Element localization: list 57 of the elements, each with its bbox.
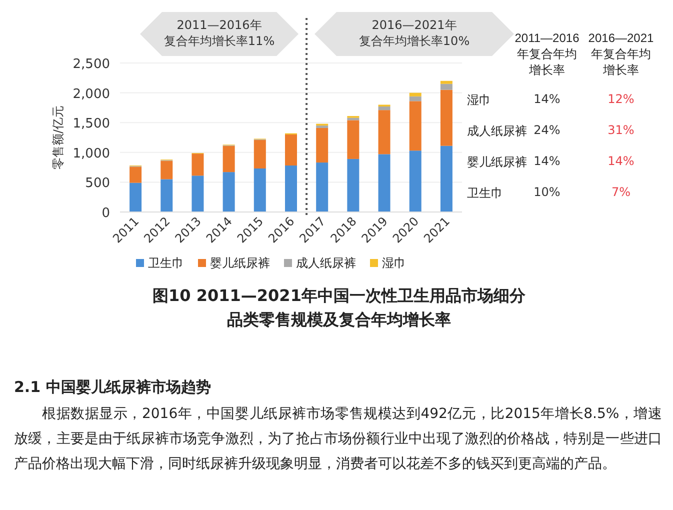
bar — [254, 140, 266, 168]
text: 湿巾 — [467, 92, 491, 109]
text: 14% — [606, 154, 636, 168]
bar — [378, 154, 390, 212]
y-tick-label: 2,000 — [72, 86, 110, 102]
bar — [192, 154, 204, 176]
legend-label: 湿巾 — [382, 256, 406, 270]
bar — [160, 160, 173, 180]
legend-label: 卫生巾 — [148, 256, 184, 270]
text: 2011—2016年复合年均增长率11% — [162, 17, 276, 49]
legend-label: 成人纸尿裤 — [296, 256, 356, 270]
bar — [130, 166, 142, 183]
bar — [409, 92, 422, 96]
y-tick-label: 2,500 — [72, 57, 110, 72]
bar — [192, 176, 204, 212]
text: 12% — [606, 92, 636, 106]
text: 14% — [534, 154, 560, 168]
bar — [316, 162, 328, 212]
text: 2016—2021年复合年均增长率10% — [358, 17, 471, 49]
y-tick-label: 500 — [85, 176, 110, 192]
bar — [160, 179, 173, 212]
text: 14% — [532, 92, 562, 106]
bar — [222, 172, 235, 212]
text: 10% — [532, 185, 562, 199]
text: 根据数据显示，2016年，中国婴儿纸尿裤市场零售规模达到492亿元，比2015年增长8.5%，增速放缓，主要是由于纸尿裤市场竞争激烈，为了抢占市场份额行业中出现了激烈的价格战，特别是一些进口产品价格出现大幅下滑，同时纸尿裤升级现象明显，消费者可以花差不多的钱买到更高端的产品。 — [14, 405, 662, 474]
text: 卫生巾 — [467, 185, 503, 202]
bar — [440, 90, 452, 146]
text: 图10 2011—2021年中国一次性卫生用品市场细分品类零售规模及复合年均增长率 — [152, 285, 526, 331]
text: 31% — [606, 123, 636, 137]
bar — [285, 166, 297, 212]
y-tick-label: 1,500 — [72, 116, 110, 132]
y-tick-label: 1,000 — [72, 146, 110, 162]
bar — [440, 146, 452, 212]
bar — [409, 96, 422, 102]
bar — [378, 110, 390, 154]
bar — [409, 150, 422, 212]
bar — [222, 146, 235, 172]
legend-label: 婴儿纸尿裤 — [210, 256, 270, 270]
text: 24% — [534, 123, 560, 137]
bar — [254, 168, 266, 212]
bar — [285, 134, 297, 166]
bar — [347, 158, 360, 212]
bar — [130, 182, 142, 212]
bar — [378, 106, 390, 110]
text: 成人纸尿裤 — [467, 123, 527, 140]
y-axis-title: 零售额/亿元 — [51, 105, 65, 170]
bar — [409, 101, 422, 151]
text: 2016—2021年复合年均增长率 — [587, 30, 655, 78]
y-tick-label: 0 — [102, 206, 110, 221]
text: 2.1 中国婴儿纸尿裤市场趋势 — [14, 378, 211, 397]
text: 婴儿纸尿裤 — [467, 154, 527, 171]
bar — [440, 80, 452, 84]
bar — [316, 128, 328, 163]
bar — [347, 120, 360, 159]
bar — [440, 84, 452, 90]
text: 7% — [610, 185, 632, 199]
text: 2011—2016年复合年均增长率 — [514, 30, 580, 78]
